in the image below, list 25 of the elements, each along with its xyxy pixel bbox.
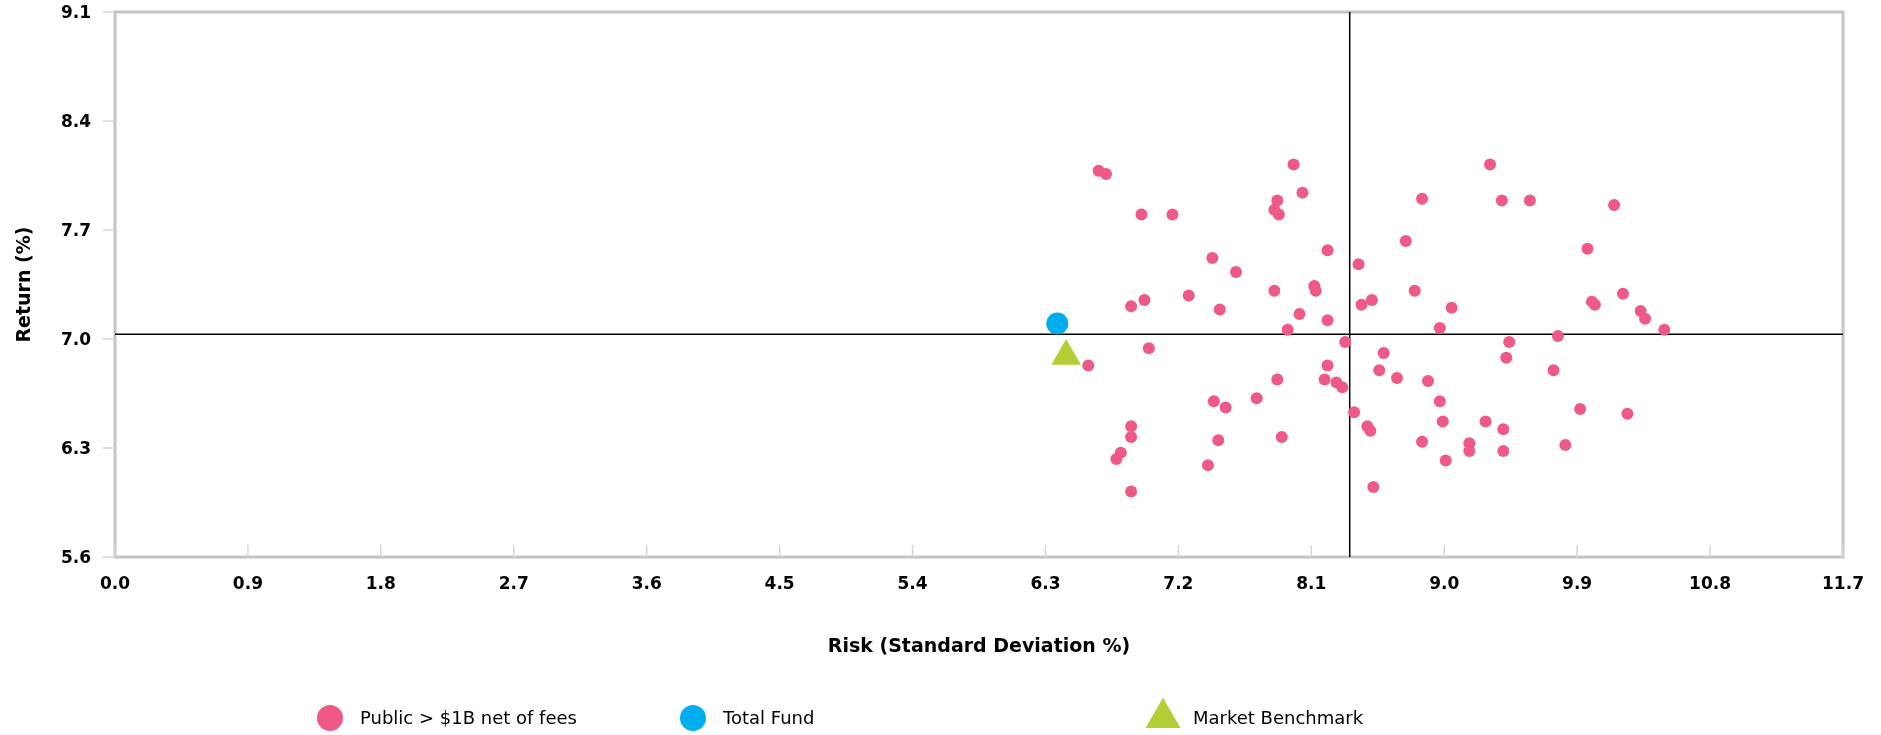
x-tick-label: 4.5 <box>764 573 795 593</box>
x-tick-label: 5.4 <box>897 573 928 593</box>
x-tick-label: 7.2 <box>1163 573 1194 593</box>
legend-label: Public > $1B net of fees <box>360 707 577 728</box>
x-tick-label: 0.9 <box>232 573 263 593</box>
y-tick-label: 9.1 <box>60 2 91 22</box>
x-tick-label: 11.7 <box>1822 573 1864 593</box>
x-tick-label: 1.8 <box>365 573 396 593</box>
y-tick-label: 7.0 <box>60 329 92 349</box>
y-axis-title: Return (%) <box>12 226 34 343</box>
y-tick-label: 8.4 <box>60 111 92 131</box>
y-tick-label: 5.6 <box>60 547 91 567</box>
x-tick-label: 10.8 <box>1689 573 1732 593</box>
x-tick-label: 0.0 <box>99 573 131 593</box>
x-tick-label: 8.1 <box>1296 573 1327 593</box>
y-tick-label: 6.3 <box>60 438 91 458</box>
y-tick-label: 7.7 <box>60 220 91 240</box>
x-tick-label: 9.9 <box>1562 573 1593 593</box>
x-tick-label: 3.6 <box>631 573 662 593</box>
x-tick-label: 9.0 <box>1429 573 1460 593</box>
x-axis-title: Risk (Standard Deviation %) <box>827 634 1131 656</box>
x-tick-label: 2.7 <box>498 573 529 593</box>
legend-label: Market Benchmark <box>1193 707 1364 728</box>
legend-label: Total Fund <box>722 707 815 728</box>
x-tick-label: 6.3 <box>1030 573 1061 593</box>
